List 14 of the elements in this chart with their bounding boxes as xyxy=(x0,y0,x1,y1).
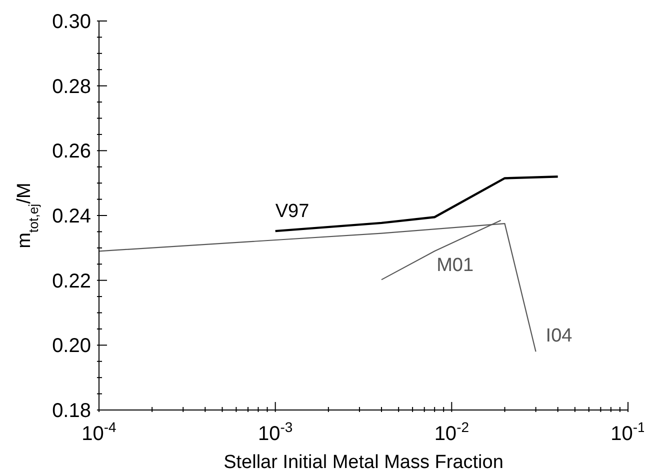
y-tick-label: 0.22 xyxy=(52,270,91,292)
x-tick-label: 10$^{-4}$ xyxy=(82,419,117,445)
x-axis-title: Stellar Initial Metal Mass Fraction xyxy=(224,452,504,473)
y-tick-label: 0.30 xyxy=(52,11,91,33)
series-label: V97 xyxy=(275,201,310,222)
y-tick-label: 0.18 xyxy=(52,400,91,422)
x-tick-label: 10$^{-3}$ xyxy=(258,419,293,445)
series-label: I04 xyxy=(546,326,573,347)
y-tick-label: 0.24 xyxy=(52,206,91,228)
y-tick-label: 0.20 xyxy=(52,335,91,358)
y-tick-label: 0.28 xyxy=(52,76,91,98)
series-label: M01 xyxy=(436,255,474,276)
y-tick-label: 0.26 xyxy=(52,140,91,163)
x-tick-label: 10$^{-2}$ xyxy=(434,419,470,445)
